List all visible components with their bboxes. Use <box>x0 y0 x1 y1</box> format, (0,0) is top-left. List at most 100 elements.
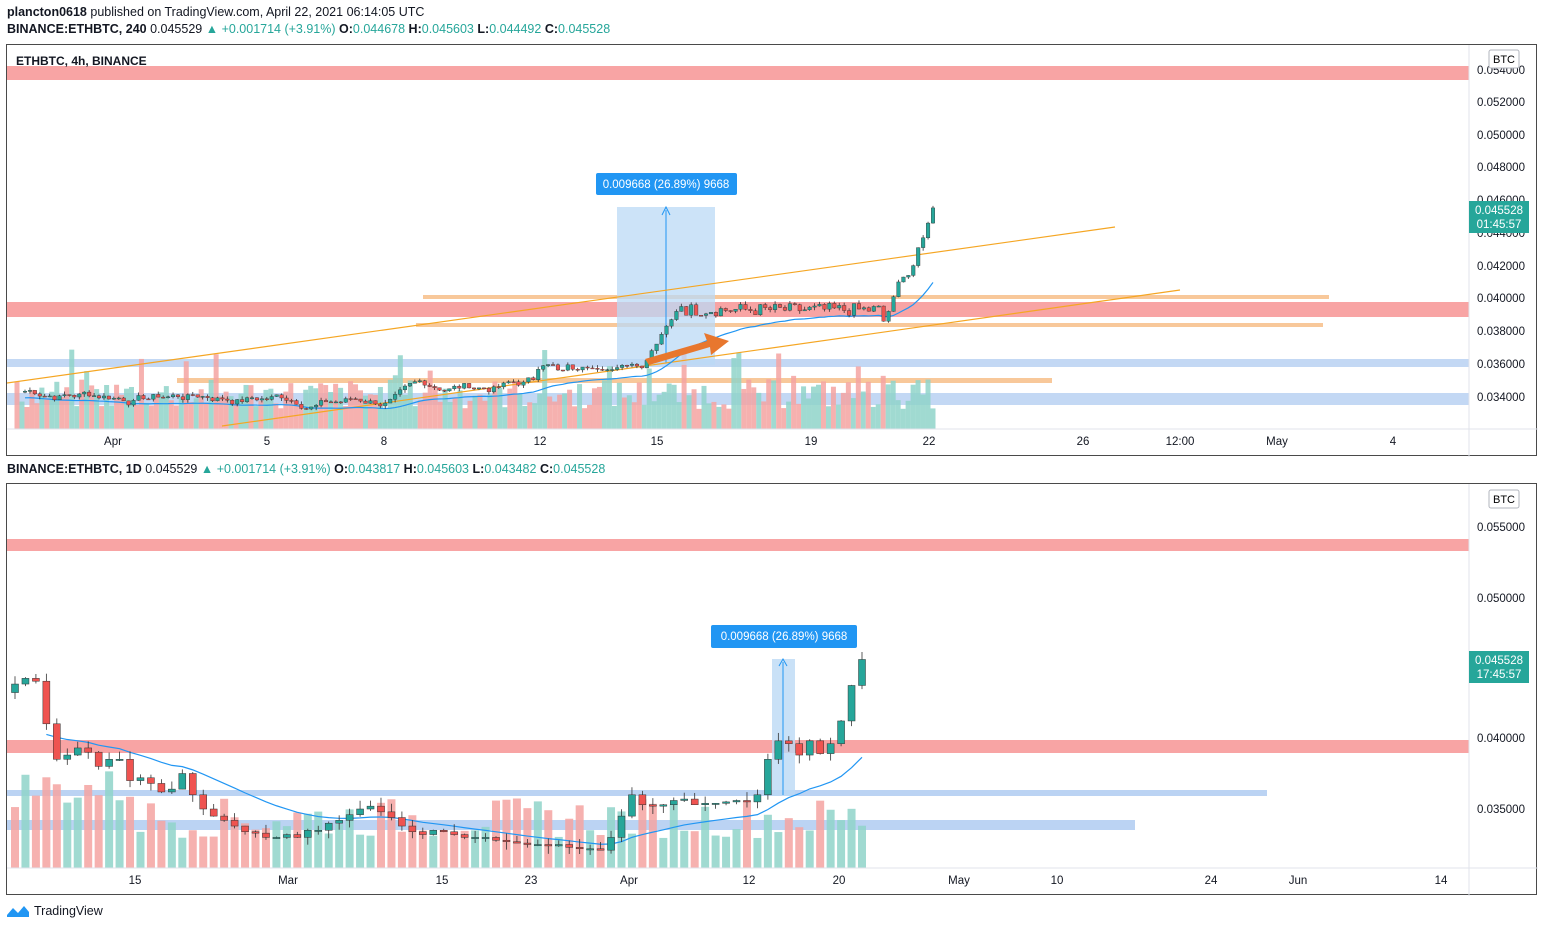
volume-bar <box>94 795 103 868</box>
volume-bar <box>228 396 234 429</box>
candle-body <box>168 788 176 793</box>
candle-body <box>126 759 134 781</box>
candle-body <box>141 395 146 400</box>
candle-body <box>708 312 713 315</box>
volume-bar <box>774 832 783 868</box>
resistance-zone-mid <box>7 302 1469 317</box>
candle-body <box>531 377 536 381</box>
volume-bar <box>696 408 702 429</box>
candle-body <box>659 334 664 345</box>
candle-body <box>412 381 417 384</box>
volume-bar <box>402 394 408 429</box>
volume-bar <box>178 837 187 868</box>
volume-bar <box>251 829 260 868</box>
volume-bar <box>527 402 533 429</box>
candle-body <box>896 281 901 297</box>
volume-bar <box>631 402 637 429</box>
bottom-price-axis[interactable]: 0.055000 0.050000 0.040000 0.035000 <box>1477 522 1525 816</box>
upper-trendline[interactable] <box>7 226 1116 384</box>
volume-bar <box>930 408 936 429</box>
volume-bar <box>507 388 513 429</box>
volume-bar <box>552 401 558 429</box>
candle-body <box>32 678 40 682</box>
volume-bar <box>648 803 657 868</box>
candle-body <box>625 365 630 367</box>
volume-bar <box>163 386 169 429</box>
candle-body <box>732 800 741 803</box>
volume-bar <box>382 407 388 429</box>
volume-bar <box>865 381 871 429</box>
top-chart-canvas[interactable]: 0.009668 (26.89%) 9668 ETHBTC, 4h, BINAN… <box>7 45 1538 457</box>
volume-bar <box>722 836 731 868</box>
volume-bar <box>79 379 85 429</box>
volume-bar <box>314 811 323 868</box>
top-time-axis[interactable]: Apr 5 8 12 15 19 22 26 12:00 May 4 <box>104 436 1397 448</box>
bottom-candles <box>11 652 866 855</box>
candle-body <box>215 397 220 402</box>
candle-body <box>638 794 647 805</box>
volume-bar <box>356 834 365 868</box>
candle-body <box>816 740 824 754</box>
volume-bar <box>627 833 636 868</box>
candle-body <box>713 312 718 317</box>
candle-body <box>105 759 113 767</box>
volume-bar <box>457 390 463 429</box>
bottom-chart-panel[interactable]: 0.009668 (26.89%) 9668 0.055000 0.050000 0… <box>6 483 1538 896</box>
candle-body <box>368 400 373 404</box>
bottom-currency-badge[interactable] <box>1488 489 1520 509</box>
top-currency-badge[interactable] <box>1488 49 1520 69</box>
candle-body <box>931 207 936 224</box>
candle-body <box>62 394 67 396</box>
lower-trendline[interactable] <box>221 289 1181 427</box>
candle-body <box>847 685 856 722</box>
volume-bar <box>324 833 333 868</box>
time-tick-label: 15 <box>651 436 664 448</box>
candle-body <box>309 406 314 410</box>
volume-bar <box>925 379 931 429</box>
volume-bar <box>407 380 413 429</box>
volume-bar <box>417 400 423 429</box>
candle-body <box>402 385 407 391</box>
candle-body <box>94 751 103 767</box>
author-name[interactable]: plancton0618 <box>7 5 87 19</box>
top-symbol: BINANCE:ETHBTC, 240 <box>7 22 147 36</box>
volume-bar <box>366 835 375 868</box>
price-tick-label: 0.050000 <box>1477 130 1525 142</box>
footer-brand[interactable]: TradingView <box>34 904 103 918</box>
top-chart-panel[interactable]: 0.009668 (26.89%) 9668 ETHBTC, 4h, BINAN… <box>6 44 1538 457</box>
candle-body <box>628 794 636 817</box>
top-open: 0.044678 <box>352 22 406 36</box>
volume-bar <box>168 400 174 429</box>
top-price-axis[interactable]: 0.0540000.0520000.0500000.0480000.046000… <box>1477 65 1525 404</box>
candle-body <box>689 304 694 316</box>
bottom-chart-canvas[interactable]: 0.009668 (26.89%) 9668 0.0550000.0500000… <box>7 484 1538 896</box>
candle-body <box>111 397 116 400</box>
bottom-time-axis[interactable]: 15 Mar 15 23 Apr 12 20 May 10 24 Jun 14 <box>129 875 1448 887</box>
volume-bar <box>497 387 503 429</box>
candle-body <box>733 309 738 312</box>
volume-bar <box>837 820 846 868</box>
candle-body <box>363 400 368 404</box>
volume-bar <box>716 406 722 429</box>
volume-bar <box>751 387 757 429</box>
volume-bar <box>372 394 378 429</box>
volume-bar <box>460 830 469 868</box>
volume-bar <box>119 394 125 429</box>
support-zone-1 <box>7 790 1267 796</box>
footer[interactable]: TradingView <box>6 903 103 919</box>
candle-body <box>72 394 77 398</box>
candle-body <box>73 747 82 756</box>
candle-body <box>723 308 728 311</box>
volume-bar <box>638 799 647 868</box>
volume-bar <box>367 394 373 429</box>
volume-bar <box>146 803 155 868</box>
candle-body <box>462 383 467 389</box>
volume-bar <box>795 827 804 868</box>
volume-bar <box>522 405 528 429</box>
volume-bar <box>429 835 438 868</box>
volume-bar <box>278 408 284 429</box>
top-price-tag-value: 0.045528 <box>1475 205 1523 217</box>
candle-body <box>501 382 506 388</box>
volume-bar <box>362 395 368 429</box>
volume-bar <box>591 388 597 429</box>
